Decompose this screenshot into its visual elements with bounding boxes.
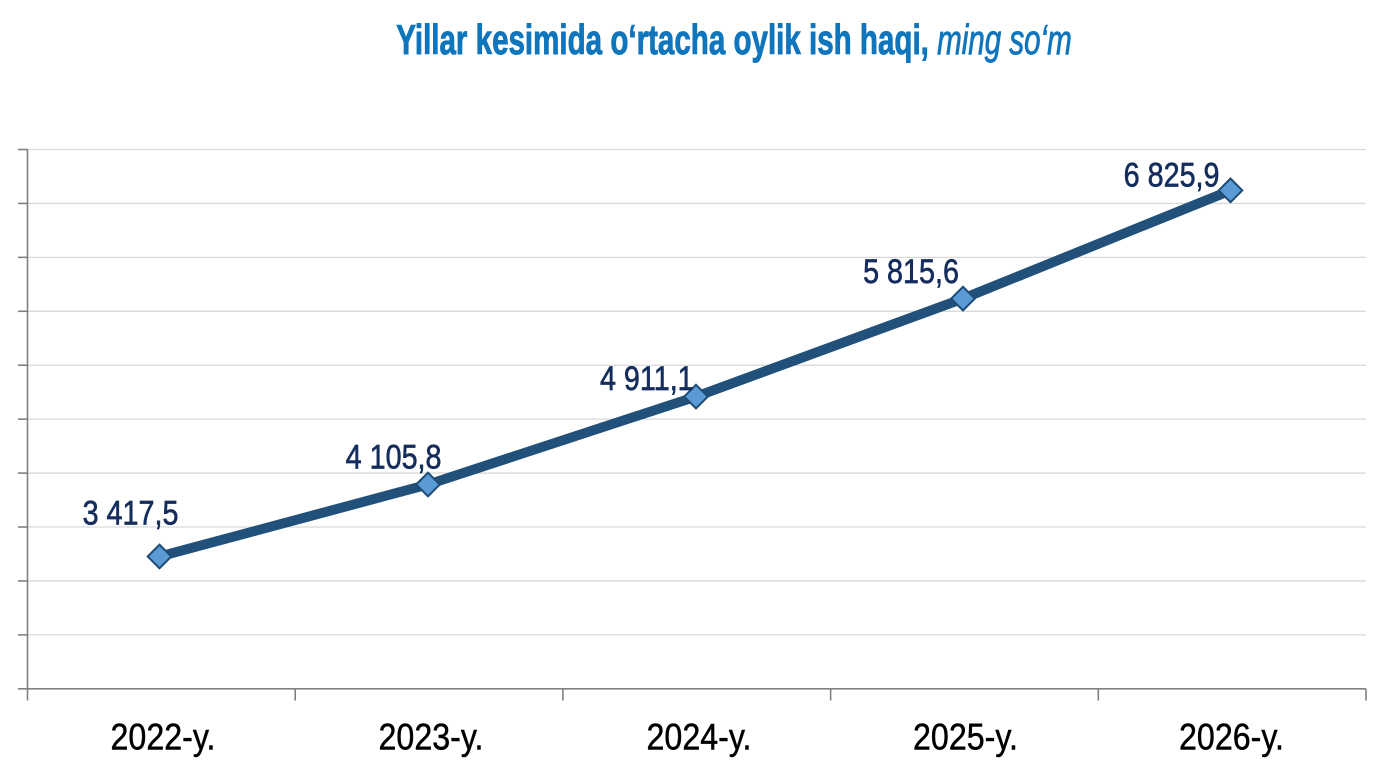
svg-text:2024-y.: 2024-y. [647, 717, 752, 758]
svg-text:2022-y.: 2022-y. [111, 717, 216, 758]
svg-text:4 911,1: 4 911,1 [600, 360, 694, 398]
svg-text:Yillar kesimida o‘rtacha oylik: Yillar kesimida o‘rtacha oylik ish haqi,… [396, 16, 1072, 63]
svg-text:5 815,6: 5 815,6 [863, 253, 959, 291]
svg-text:3 417,5: 3 417,5 [83, 494, 179, 532]
svg-text:4 105,8: 4 105,8 [346, 438, 442, 476]
svg-text:2023-y.: 2023-y. [379, 717, 484, 758]
svg-text:6 825,9: 6 825,9 [1124, 156, 1220, 194]
svg-text:2025-y.: 2025-y. [913, 717, 1018, 758]
svg-text:2026-y.: 2026-y. [1179, 717, 1284, 758]
